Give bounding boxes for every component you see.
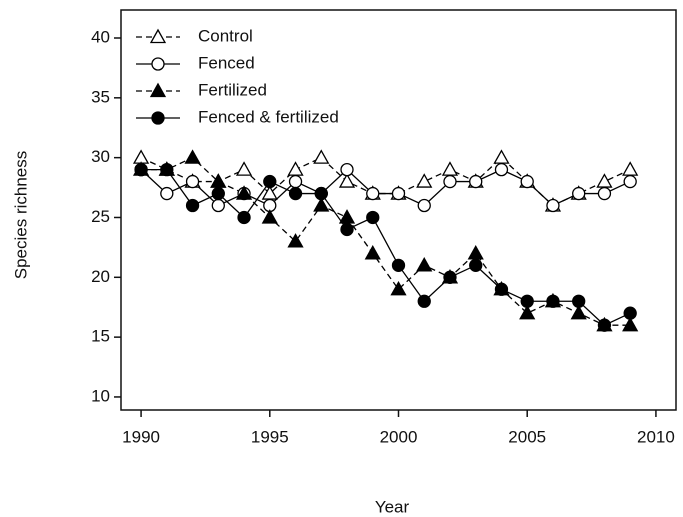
point <box>467 245 484 260</box>
point <box>520 174 534 189</box>
point <box>416 257 433 272</box>
point <box>469 174 483 189</box>
point <box>287 233 304 248</box>
point <box>364 245 381 260</box>
point <box>519 304 536 320</box>
x-tick-label: 1995 <box>251 427 289 446</box>
y-tick-label: 30 <box>91 147 110 166</box>
point <box>443 270 457 284</box>
point <box>493 149 510 164</box>
legend-marker <box>149 28 167 44</box>
point <box>390 280 407 296</box>
x-axis-label: Year <box>375 497 410 516</box>
point <box>288 186 303 201</box>
point <box>623 174 637 189</box>
x-tick-label: 2000 <box>380 427 418 446</box>
point <box>520 294 534 308</box>
y-tick-label: 35 <box>91 87 110 106</box>
y-tick-label: 20 <box>91 267 110 286</box>
point <box>185 174 200 189</box>
legend-marker <box>151 57 165 71</box>
point <box>469 258 483 272</box>
point <box>494 282 509 296</box>
point <box>288 174 303 189</box>
y-tick-label: 25 <box>91 207 110 226</box>
point <box>184 149 201 164</box>
point <box>287 161 304 176</box>
point <box>417 294 431 308</box>
legend-label: Fenced <box>198 53 255 72</box>
y-axis-label: Species richness <box>11 151 30 280</box>
point <box>313 149 330 164</box>
point <box>622 161 639 176</box>
point <box>572 186 586 201</box>
y-tick-label: 15 <box>91 327 110 346</box>
point <box>211 186 225 201</box>
point <box>494 162 509 177</box>
point <box>338 209 356 224</box>
point <box>546 294 560 308</box>
point <box>443 174 457 189</box>
point <box>160 186 174 201</box>
point <box>622 316 639 332</box>
legend-marker <box>151 111 165 125</box>
point <box>134 162 148 177</box>
point <box>366 186 380 201</box>
legend-label: Fenced & fertilized <box>198 107 339 126</box>
point <box>160 162 174 177</box>
point <box>597 318 612 332</box>
point <box>391 258 406 272</box>
x-tick-label: 2010 <box>637 427 675 446</box>
point <box>570 304 587 320</box>
point <box>211 198 225 213</box>
point <box>391 186 406 201</box>
point <box>623 306 637 320</box>
point <box>313 197 330 212</box>
point <box>132 149 150 164</box>
point <box>366 210 380 225</box>
y-tick-label: 40 <box>91 27 110 46</box>
legend-marker <box>149 82 167 98</box>
point <box>546 198 560 213</box>
point <box>441 161 459 176</box>
point <box>263 174 277 189</box>
point <box>340 162 354 177</box>
legend-label: Fertilized <box>198 80 267 99</box>
y-tick-label: 10 <box>91 386 110 405</box>
point <box>340 222 354 237</box>
x-tick-label: 2005 <box>508 427 546 446</box>
point <box>572 294 586 308</box>
point <box>237 210 251 225</box>
point <box>185 198 200 213</box>
point <box>314 186 328 201</box>
point <box>235 185 253 200</box>
legend-label: Control <box>198 26 253 45</box>
point <box>597 186 612 201</box>
point <box>417 198 431 213</box>
point <box>338 173 356 188</box>
point <box>235 161 253 176</box>
point <box>416 173 433 188</box>
point <box>261 209 278 224</box>
point <box>596 173 613 188</box>
x-tick-label: 1990 <box>122 427 160 446</box>
